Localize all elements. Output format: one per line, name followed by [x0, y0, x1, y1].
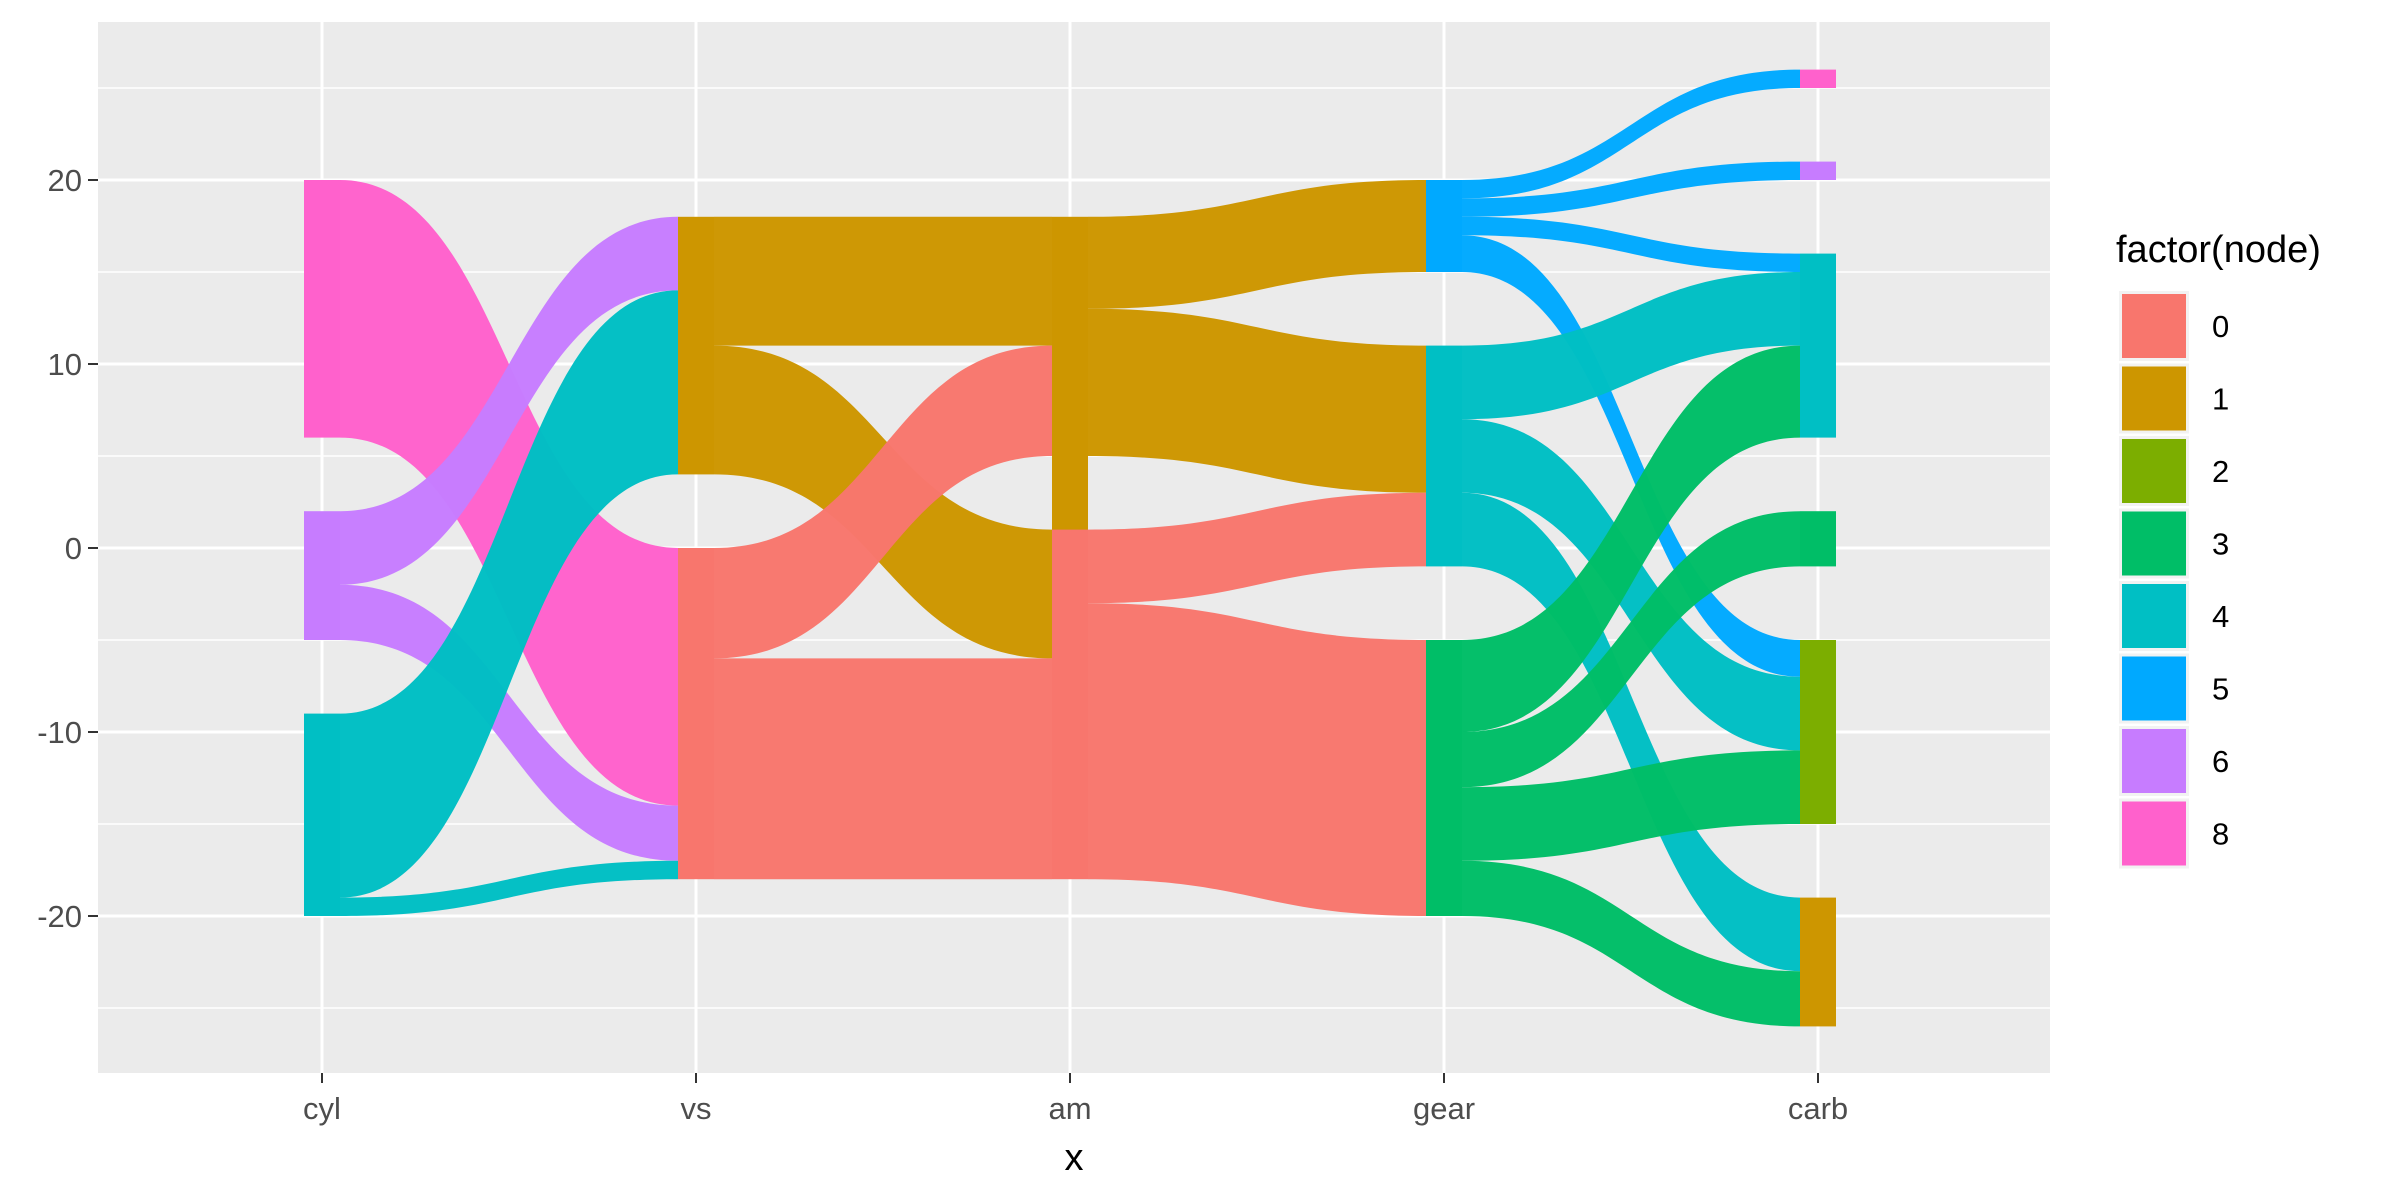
flow-vs-am-1: [714, 216, 1052, 346]
x-tick-label-vs: vs: [681, 1091, 712, 1126]
stratum-cyl-6: [304, 511, 340, 640]
legend-label-3: 3: [2212, 527, 2229, 562]
stratum-vs-0: [678, 548, 714, 880]
y-tick-label: -20: [37, 899, 82, 934]
flow-gear-carb-3: [1462, 750, 1800, 861]
flow-vs-am-0: [714, 345, 1052, 659]
flow-am-gear-0: [1088, 603, 1426, 916]
flow-vs-am-0: [714, 658, 1052, 880]
flows: [340, 69, 1800, 1027]
stratum-carb-8: [1800, 69, 1836, 88]
legend-label-6: 6: [2212, 744, 2229, 779]
strata: [304, 69, 1836, 1027]
stratum-am-0: [1052, 529, 1088, 880]
legend-swatch-1: [2122, 366, 2186, 431]
flow-cyl-vs-4: [340, 290, 678, 898]
stratum-carb-6: [1800, 161, 1836, 180]
legend-swatch-8: [2122, 801, 2186, 866]
flow-gear-carb-4: [1462, 492, 1800, 972]
stratum-carb-1: [1800, 897, 1836, 1027]
x-tick-label-cyl: cyl: [303, 1091, 341, 1126]
legend-swatch-0: [2122, 294, 2186, 358]
flow-gear-carb-5: [1462, 235, 1800, 677]
stratum-carb-3: [1800, 511, 1836, 567]
flow-cyl-vs-8: [340, 180, 678, 806]
legend-swatch-6: [2122, 729, 2186, 793]
flow-gear-carb-3: [1462, 511, 1800, 788]
flow-gear-carb-3: [1462, 860, 1800, 1027]
legend-swatch-4: [2122, 584, 2186, 648]
y-axis: -20 -10 0 10 20: [37, 163, 98, 934]
flow-gear-carb-4: [1462, 419, 1800, 751]
y-tick-label: 10: [48, 347, 82, 382]
x-tick-label-am: am: [1048, 1091, 1091, 1126]
stratum-gear-3: [1426, 640, 1462, 916]
flow-cyl-vs-6: [340, 584, 678, 861]
flow-am-gear-0: [1088, 492, 1426, 604]
flow-cyl-vs-6: [340, 216, 678, 585]
flow-gear-carb-3: [1462, 345, 1800, 732]
legend-swatch-3: [2122, 511, 2186, 576]
stratum-gear-5: [1426, 180, 1462, 272]
flow-am-gear-1: [1088, 180, 1426, 309]
x-axis-title: x: [1065, 1137, 1084, 1179]
legend-swatch-5: [2122, 656, 2186, 721]
flow-gear-carb-5: [1462, 216, 1800, 272]
flow-gear-carb-5: [1462, 161, 1800, 217]
stratum-carb-4: [1800, 253, 1836, 438]
x-axis: cyl vs am gear carb: [303, 1073, 1848, 1126]
x-tick-label-carb: carb: [1788, 1091, 1848, 1126]
legend-label-5: 5: [2212, 672, 2229, 707]
legend-label-8: 8: [2212, 817, 2229, 852]
stratum-carb-2: [1800, 640, 1836, 824]
stratum-cyl-4: [304, 713, 340, 916]
y-tick-label: -10: [37, 715, 82, 750]
legend-label-1: 1: [2212, 382, 2229, 417]
legend-swatch-2: [2122, 439, 2186, 503]
flow-am-gear-1: [1088, 308, 1426, 493]
y-tick-label: 20: [48, 163, 82, 198]
flow-gear-carb-4: [1462, 272, 1800, 420]
legend-label-4: 4: [2212, 599, 2229, 634]
legend-label-2: 2: [2212, 454, 2229, 489]
y-tick-label: 0: [65, 531, 82, 566]
legend-title: factor(node): [2116, 229, 2321, 271]
stratum-gear-4: [1426, 345, 1462, 567]
flow-gear-carb-5: [1462, 69, 1800, 199]
legend-label-0: 0: [2212, 309, 2229, 344]
legend: factor(node) 0 1 2 3 4 5 6 8: [2116, 229, 2321, 871]
x-tick-label-gear: gear: [1413, 1091, 1475, 1126]
stratum-vs-1: [678, 216, 714, 475]
stratum-cyl-8: [304, 180, 340, 438]
flow-cyl-vs-4: [340, 860, 678, 916]
